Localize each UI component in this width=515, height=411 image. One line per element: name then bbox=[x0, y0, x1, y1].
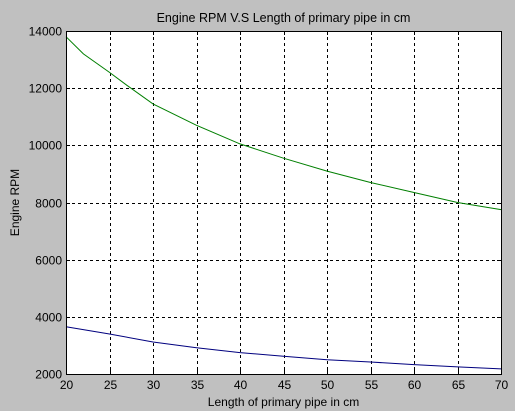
y-tick-label: 8000 bbox=[35, 197, 62, 211]
series-line-1 bbox=[65, 36, 502, 211]
x-tick-label: 60 bbox=[408, 378, 422, 392]
y-tick-label: 14000 bbox=[29, 25, 63, 39]
x-tick-label: 40 bbox=[234, 378, 248, 392]
y-tick-label: 6000 bbox=[35, 254, 62, 268]
x-axis-label: Length of primary pipe in cm bbox=[208, 395, 359, 409]
chart-title: Engine RPM V.S Length of primary pipe in… bbox=[157, 11, 411, 25]
y-tick-label: 2000 bbox=[35, 368, 62, 382]
axes-background bbox=[66, 31, 501, 374]
x-tick-label: 55 bbox=[365, 378, 379, 392]
series-layer bbox=[65, 36, 502, 370]
grid bbox=[66, 31, 501, 374]
y-tick-label: 12000 bbox=[29, 82, 63, 96]
ticks: 20 25 30 35 40 45 50 55 60 65 70 2000 4000 6000 8000 10… bbox=[29, 25, 509, 393]
x-tick-label: 30 bbox=[147, 378, 161, 392]
x-tick-label: 25 bbox=[104, 378, 118, 392]
x-tick-label: 70 bbox=[495, 378, 509, 392]
x-tick-label: 50 bbox=[321, 378, 335, 392]
y-tick-label: 10000 bbox=[29, 139, 63, 153]
x-tick-label: 35 bbox=[191, 378, 205, 392]
y-tick-label: 4000 bbox=[35, 311, 62, 325]
x-tick-label: 65 bbox=[452, 378, 466, 392]
series-line-2 bbox=[65, 326, 502, 370]
x-tick-label: 20 bbox=[60, 378, 74, 392]
y-axis-label: Engine RPM bbox=[8, 169, 22, 236]
x-tick-label: 45 bbox=[278, 378, 292, 392]
